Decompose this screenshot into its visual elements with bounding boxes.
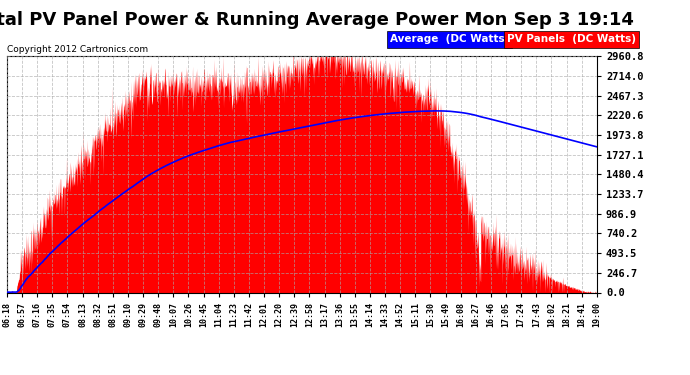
Text: Copyright 2012 Cartronics.com: Copyright 2012 Cartronics.com <box>7 45 148 54</box>
Text: PV Panels  (DC Watts): PV Panels (DC Watts) <box>507 34 636 44</box>
Text: Average  (DC Watts): Average (DC Watts) <box>390 34 509 44</box>
Text: Total PV Panel Power & Running Average Power Mon Sep 3 19:14: Total PV Panel Power & Running Average P… <box>0 11 633 29</box>
